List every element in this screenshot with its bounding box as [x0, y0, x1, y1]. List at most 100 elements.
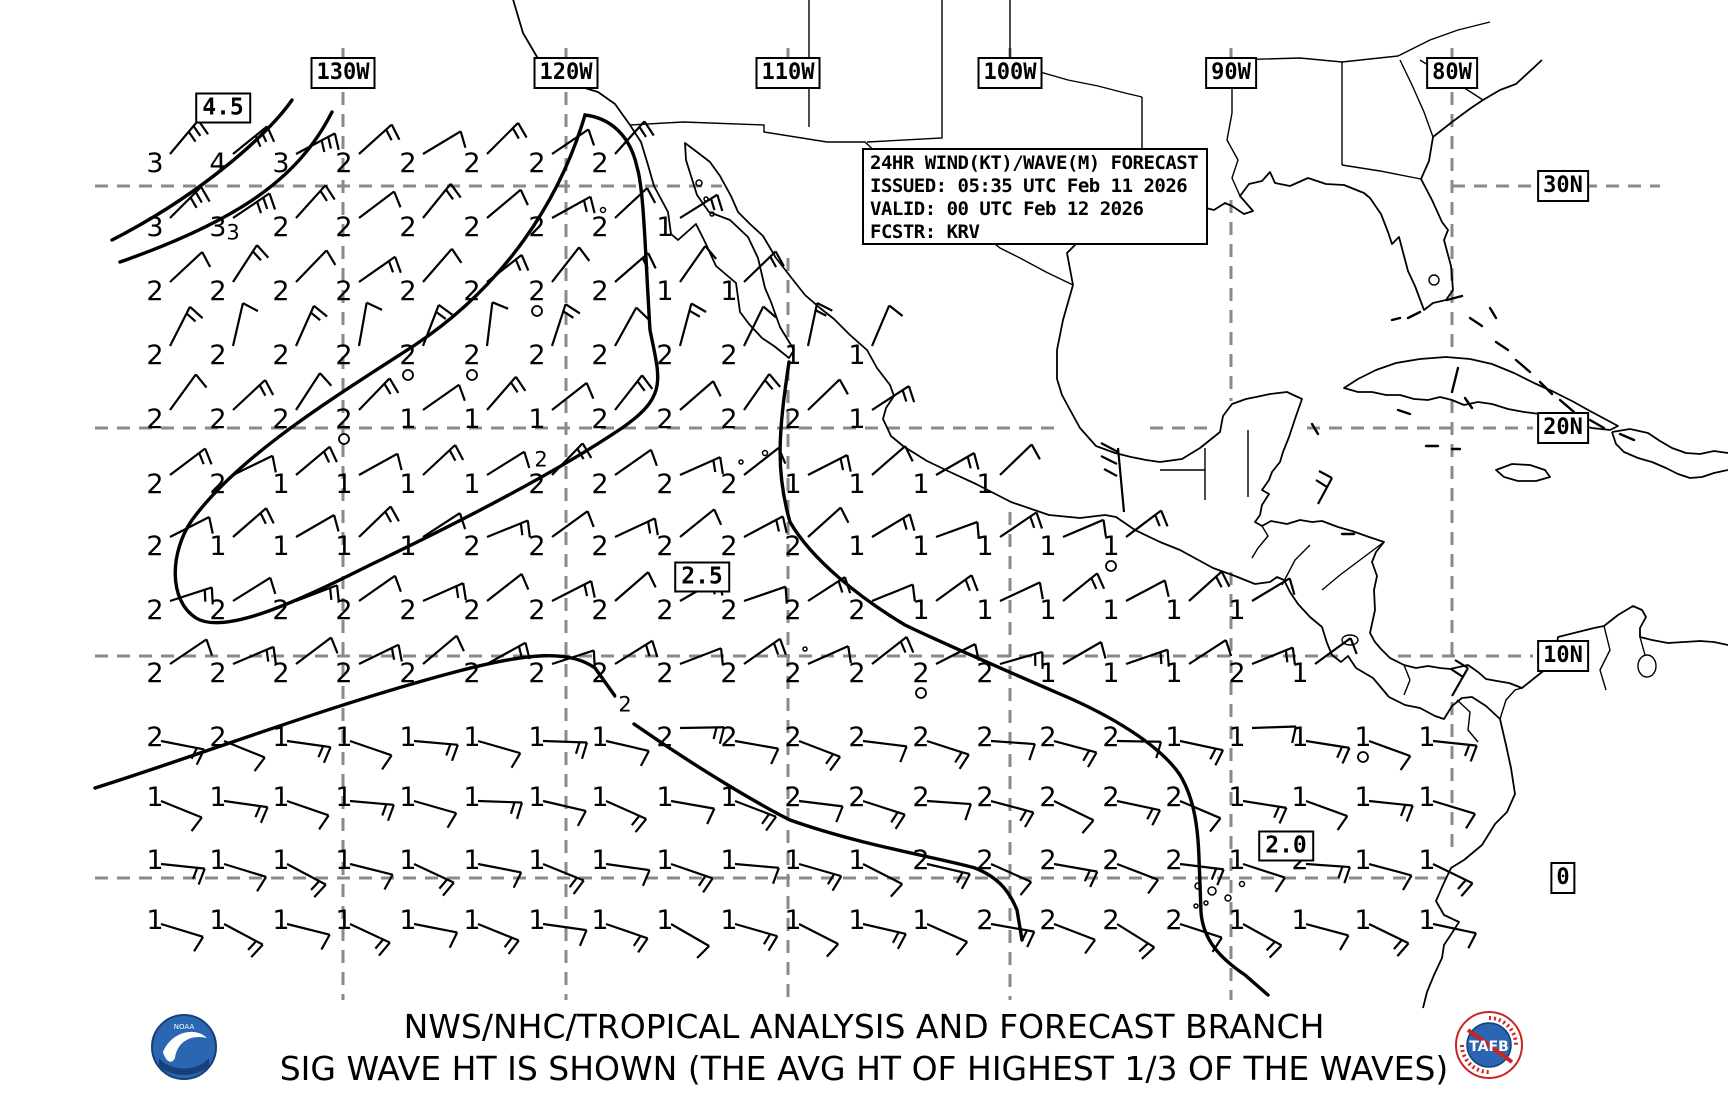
wind-barb	[990, 799, 1035, 828]
wind-barb	[422, 183, 462, 219]
wind-barb	[1432, 799, 1477, 829]
wind-barb	[1305, 739, 1351, 764]
wind-barb	[223, 799, 269, 824]
wave-height-value: 1	[209, 531, 226, 562]
wave-height-value: 1	[1418, 782, 1435, 813]
wind-barb	[990, 739, 1036, 761]
wind-barb	[295, 514, 340, 538]
wave-height-value: 1	[209, 845, 226, 876]
wind-barb	[486, 376, 527, 411]
wind-barb	[160, 739, 206, 766]
wave-height-value: 2	[146, 469, 163, 500]
wave-height-value: 2	[656, 658, 673, 689]
wind-barb	[286, 799, 330, 831]
wind-barb	[295, 372, 333, 411]
wind-barb	[679, 245, 718, 283]
wind-barb	[1242, 862, 1286, 893]
contour-inline-label-2: 2	[616, 692, 634, 717]
wind-barb	[551, 195, 596, 219]
wind-barb	[232, 192, 277, 219]
wind-barb	[1116, 923, 1156, 960]
wave-height-value: 2	[146, 722, 163, 753]
wave-height-value: 2	[528, 469, 545, 500]
wave-height-value: 2	[1102, 782, 1119, 813]
wind-barb	[551, 128, 596, 155]
wave-height-value: 1	[146, 845, 163, 876]
wave-height-value: 2	[209, 595, 226, 626]
lat-label-20N: 20N	[1537, 412, 1589, 444]
wind-barb	[1368, 799, 1414, 822]
wave-height-value: 1	[848, 469, 865, 500]
wind-barb	[294, 304, 328, 347]
wind-barb	[1053, 922, 1096, 955]
lat-label-0: 0	[1550, 862, 1576, 894]
wave-height-value: 1	[463, 722, 480, 753]
wind-barb	[679, 456, 724, 477]
wind-barb	[358, 255, 402, 283]
wind-barb	[734, 922, 779, 952]
wave-height-value: 2	[1102, 722, 1119, 753]
wind-barb	[413, 922, 459, 949]
wind-barb	[286, 863, 327, 898]
wind-barb	[1368, 739, 1412, 771]
wave-height-value: 2	[784, 595, 801, 626]
wave-height-value: 1	[720, 782, 737, 813]
wind-barb	[926, 739, 970, 770]
wave-height-value: 2	[848, 782, 865, 813]
wave-height-value: 1	[335, 722, 352, 753]
wind-barb	[1368, 862, 1413, 891]
wind-barb	[542, 862, 585, 895]
footer: NWS/NHC/TROPICAL ANALYSIS AND FORECAST B…	[0, 1006, 1728, 1090]
wind-barb	[1315, 470, 1333, 505]
wind-barb	[422, 512, 467, 538]
wave-height-value: 2	[528, 658, 545, 689]
wind-barb	[871, 445, 914, 476]
wave-height-value: 2	[272, 212, 289, 243]
wave-height-value: 1	[528, 404, 545, 435]
wave-height-value: 2	[209, 404, 226, 435]
wind-barb	[734, 739, 780, 765]
wind-barb	[422, 582, 467, 603]
wind-barb	[542, 739, 589, 760]
wave-height-value: 2	[528, 148, 545, 179]
wind-barb	[169, 373, 208, 411]
wind-barb	[614, 306, 650, 347]
wave-height-value: 2	[912, 658, 929, 689]
wave-height-value: 1	[1102, 658, 1119, 689]
wind-barb	[1314, 637, 1358, 665]
wind-barb	[870, 304, 904, 347]
wave-height-value: 2	[146, 276, 163, 307]
wave-height-value: 2	[146, 531, 163, 562]
wave-height-value: 2	[399, 148, 416, 179]
wave-height-value: 1	[463, 404, 480, 435]
wave-height-value: 1	[720, 905, 737, 936]
wave-height-value: 2	[399, 212, 416, 243]
wave-height-value: 1	[591, 722, 608, 753]
wave-height-value: 2	[335, 595, 352, 626]
wave-height-value: 1	[399, 782, 416, 813]
wind-barb	[807, 378, 849, 411]
wave-height-value: 2	[463, 340, 480, 371]
wind-barb	[422, 383, 466, 411]
wave-height-value: 1	[272, 469, 289, 500]
wind-barb	[990, 922, 1036, 948]
wave-height-value: 1	[335, 845, 352, 876]
wind-barb	[160, 862, 206, 885]
wave-height-value: 2	[272, 658, 289, 689]
wave-height-value: 1	[656, 276, 673, 307]
wave-height-value: 2	[720, 658, 737, 689]
wave-height-value: 2	[976, 782, 993, 813]
wind-barb	[743, 305, 777, 347]
wave-height-value: 1	[1102, 531, 1119, 562]
wind-barb	[605, 862, 651, 887]
wave-height-value: 2	[720, 340, 737, 371]
wave-height-value: 2	[912, 722, 929, 753]
wave-height-value: 1	[591, 905, 608, 936]
wave-height-value: 2	[1102, 845, 1119, 876]
footer-sigwave-line: SIG WAVE HT IS SHOWN (THE AVG HT OF HIGH…	[279, 1049, 1449, 1088]
wave-height-value: 2	[1165, 845, 1182, 876]
wave-height-value: 2	[656, 404, 673, 435]
wind-barb	[1432, 863, 1474, 897]
wave-height-value: 1	[976, 469, 993, 500]
wave-height-value: 4	[209, 148, 226, 179]
